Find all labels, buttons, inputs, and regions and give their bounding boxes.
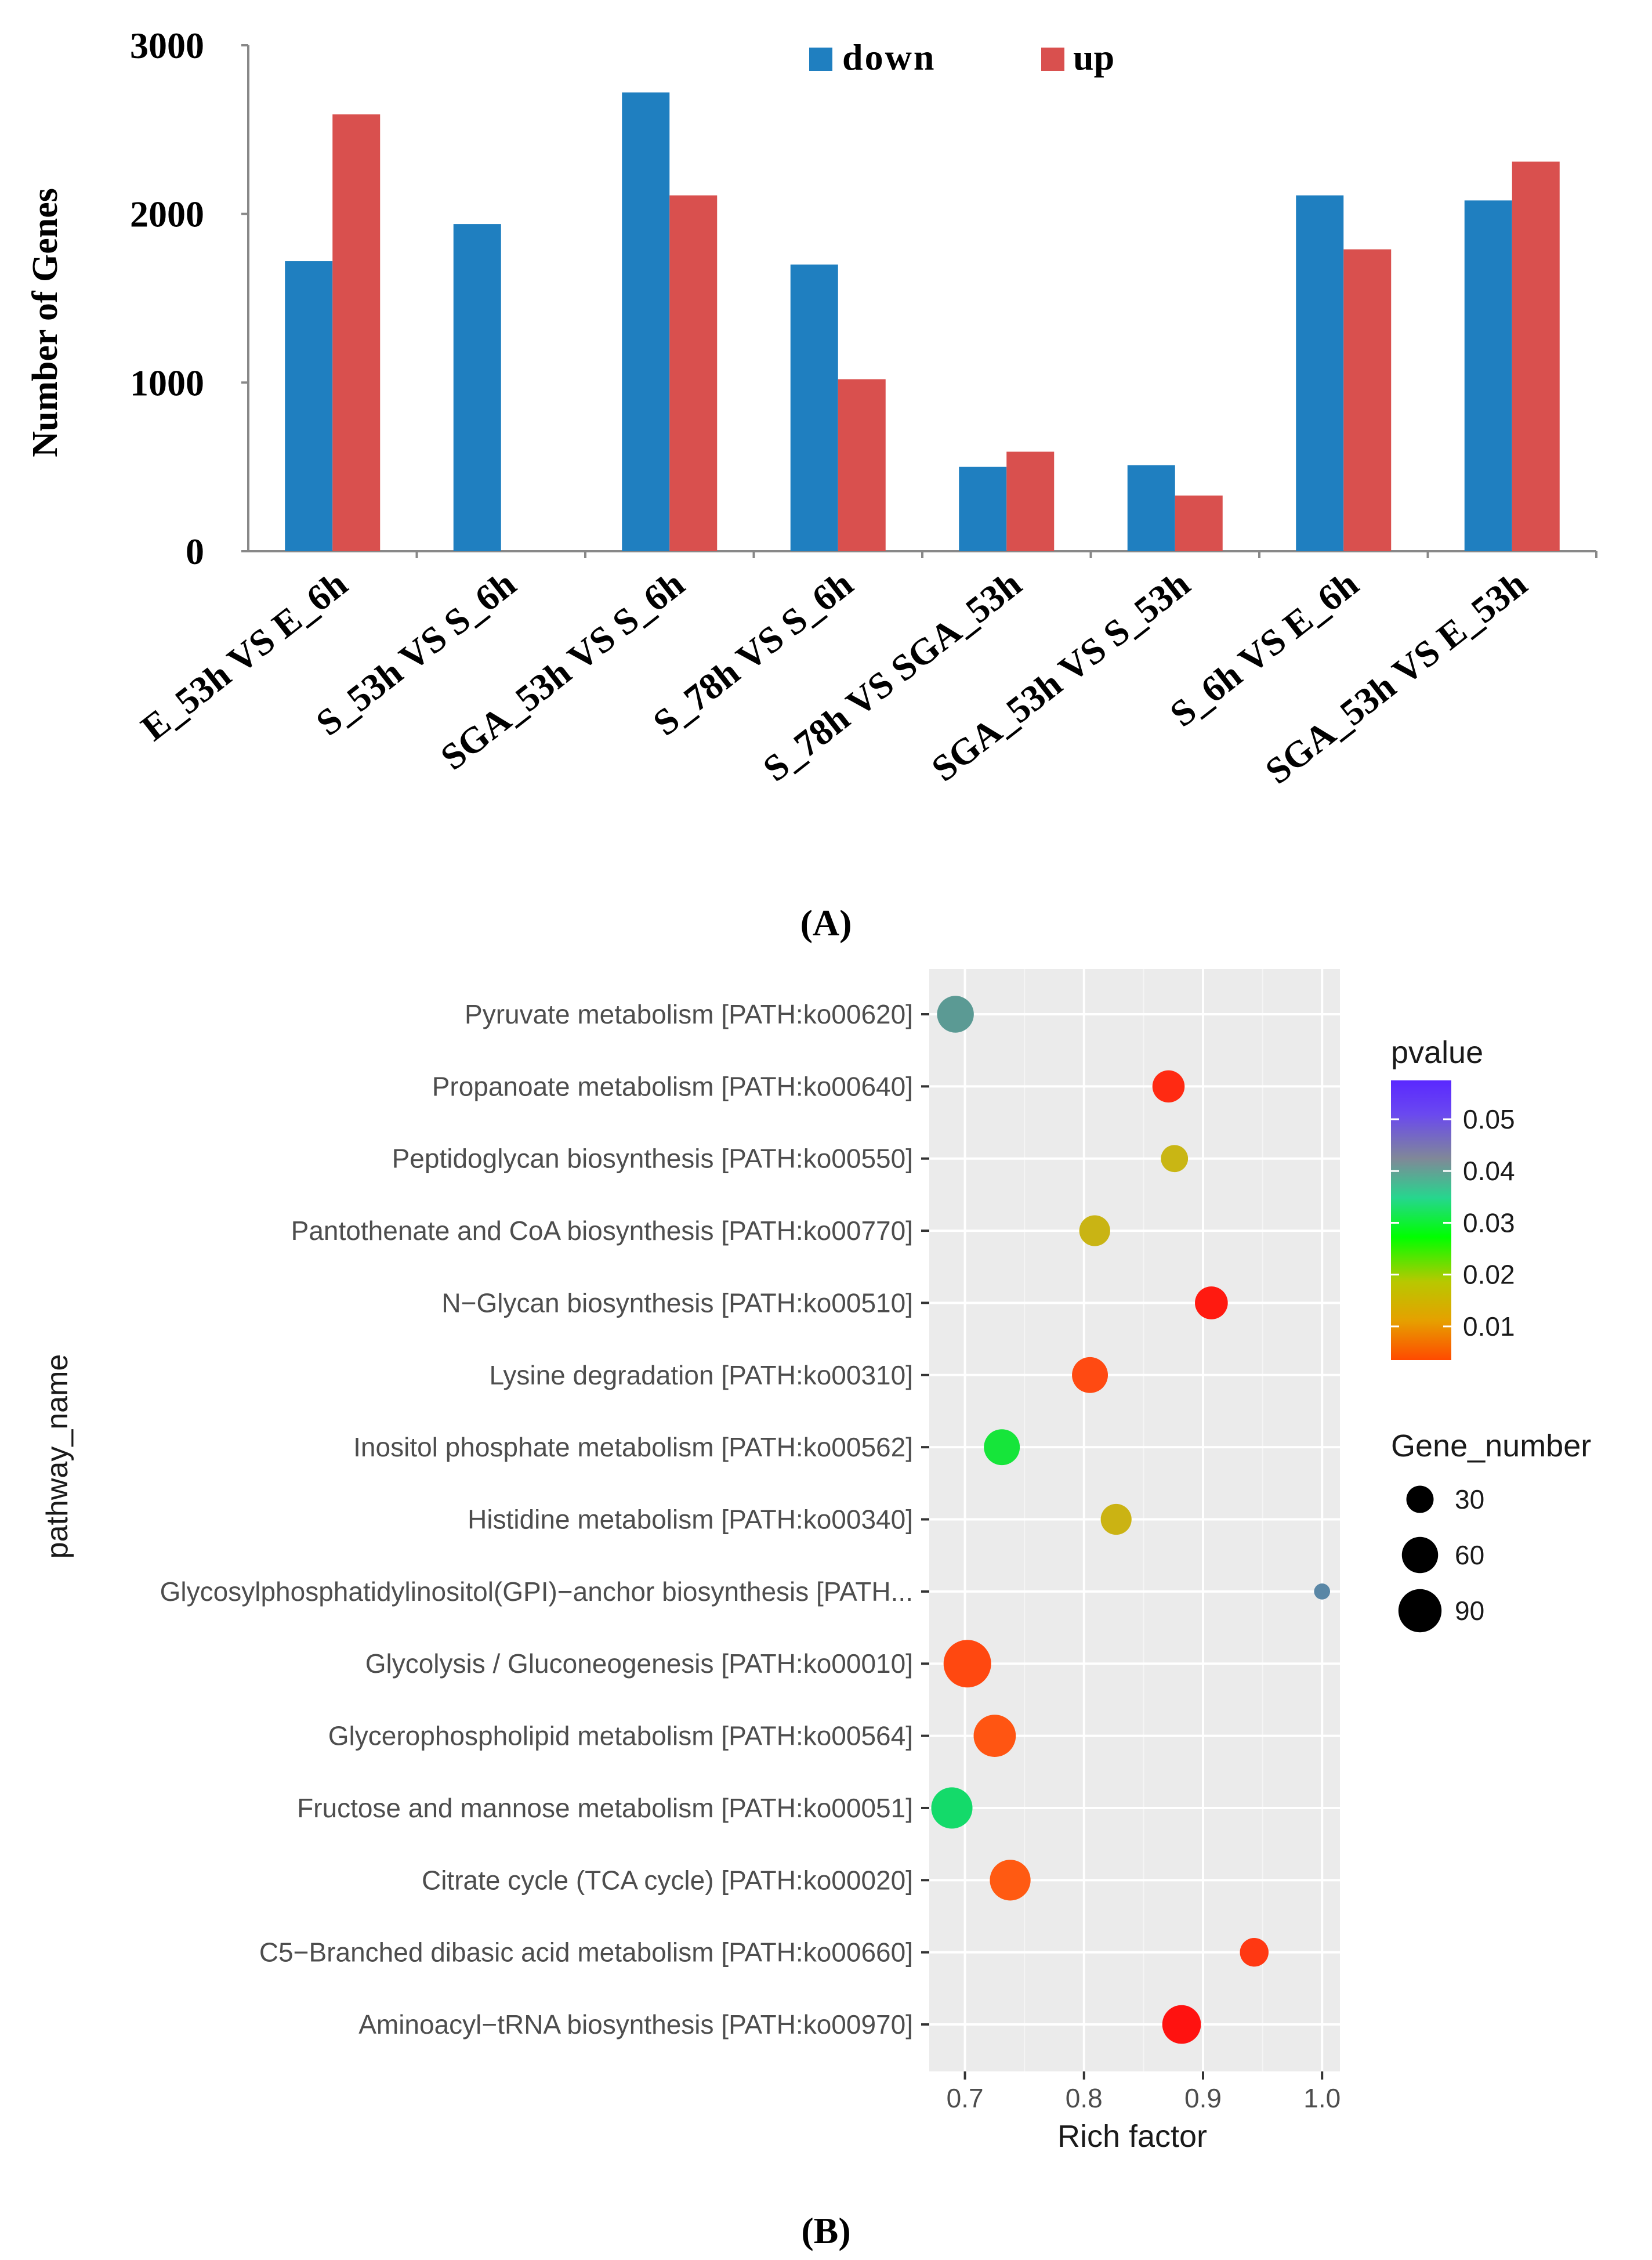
legend-swatch-up (1041, 48, 1064, 71)
gene-number-key-circle (1406, 1485, 1434, 1513)
pathway-point (1240, 1937, 1269, 1967)
pathway-label: Inositol phosphate metabolism [PATH:ko00… (353, 1432, 913, 1462)
x-tick-label: 0.8 (1066, 2083, 1103, 2113)
pathway-point (1072, 1357, 1108, 1393)
bar-legend: down up (809, 37, 1114, 78)
pathway-point (990, 1860, 1031, 1901)
y-ticks: 0 1000 2000 3000 (130, 25, 1597, 572)
pathway-label: Aminoacyl−tRNA biosynthesis [PATH:ko0097… (358, 2009, 913, 2040)
gene-number-key-label: 30 (1455, 1484, 1484, 1514)
gene-number-key-label: 60 (1455, 1540, 1484, 1570)
bars (285, 92, 1560, 552)
bar-chart-axes (247, 45, 1596, 552)
bar-down (959, 467, 1007, 551)
bar-down (1296, 195, 1344, 551)
y-tick-label: 3000 (130, 25, 204, 66)
gene-number-legend-title: Gene_number (1391, 1429, 1591, 1463)
panel-a-label: (A) (800, 902, 852, 943)
pathway-point (973, 1715, 1016, 1757)
y-axis-title: Number of Genes (26, 188, 65, 457)
pathway-point (1152, 1070, 1185, 1103)
pathway-point (1079, 1215, 1110, 1246)
y-tick-label: 0 (186, 531, 204, 572)
x-tick-label: 0.7 (947, 2083, 984, 2113)
bar-down (1464, 200, 1512, 551)
pathway-label: Citrate cycle (TCA cycle) [PATH:ko00020] (422, 1865, 913, 1895)
x-axis-title: Rich factor (1057, 2119, 1207, 2154)
pathway-label: Glycosylphosphatidylinositol(GPI)−anchor… (160, 1576, 913, 1607)
pathway-point (943, 1640, 991, 1688)
pathway-point (1195, 1286, 1228, 1319)
pvalue-tick-label: 0.03 (1463, 1207, 1515, 1238)
gene-number-keys: 30 60 90 (1398, 1484, 1484, 1633)
y-axis-title: pathway_name (41, 1354, 74, 1559)
pathway-labels: Pyruvate metabolism [PATH:ko00620] Propan… (160, 999, 929, 2040)
bar-down (285, 261, 333, 551)
enrichment-dotplot-panel-b: Pyruvate metabolism [PATH:ko00620] Propan… (41, 969, 1591, 2251)
gene-number-key-circle (1398, 1589, 1442, 1633)
pathway-label: Fructose and mannose metabolism [PATH:ko… (297, 1793, 913, 1823)
bar-up (838, 379, 886, 551)
pvalue-ticks: 0.05 0.04 0.03 0.02 0.01 (1391, 1104, 1515, 1341)
legend-label-down: down (842, 37, 936, 78)
pathway-label: Glycolysis / Gluconeogenesis [PATH:ko000… (365, 1648, 913, 1679)
pvalue-tick-label: 0.02 (1463, 1260, 1515, 1290)
pvalue-tick-label: 0.05 (1463, 1104, 1515, 1134)
y-tick-label: 1000 (130, 362, 204, 403)
bar-up (1343, 249, 1392, 551)
pathway-point (937, 996, 974, 1033)
pathway-point (984, 1429, 1020, 1466)
pvalue-legend-title: pvalue (1391, 1035, 1483, 1070)
x-tick-label: 0.9 (1184, 2083, 1222, 2113)
bar-chart-panel-a: 0 1000 2000 3000 E_53h VS E_6hS_53h VS S_6h… (26, 25, 1597, 943)
bar-down (622, 92, 670, 552)
pathway-label: Glycerophospholipid metabolism [PATH:ko0… (328, 1721, 913, 1751)
x-ticks: 0.7 0.8 0.9 1.0 (947, 2071, 1341, 2113)
bar-up (1006, 451, 1055, 551)
gene-number-legend: Gene_number 30 60 90 (1391, 1429, 1591, 1633)
pathway-label: Lysine degradation [PATH:ko00310] (490, 1360, 914, 1390)
bar-down (1127, 465, 1175, 551)
pathway-point (1162, 2005, 1201, 2044)
pathway-label: Pyruvate metabolism [PATH:ko00620] (465, 999, 913, 1029)
pathway-point (1314, 1583, 1331, 1600)
pathway-label: N−Glycan biosynthesis [PATH:ko00510] (441, 1288, 913, 1318)
pvalue-tick-label: 0.04 (1463, 1156, 1515, 1186)
y-tick-label: 2000 (130, 194, 204, 235)
pvalue-tick-label: 0.01 (1463, 1311, 1515, 1341)
x-tick-label: 1.0 (1303, 2083, 1341, 2113)
gene-number-key-circle (1401, 1536, 1439, 1574)
pathway-point (1100, 1503, 1132, 1535)
legend-swatch-down (809, 48, 832, 71)
bar-down (790, 264, 838, 551)
pathway-label: Peptidoglycan biosynthesis [PATH:ko00550… (392, 1144, 913, 1174)
pathway-point (931, 1787, 973, 1829)
pathway-label: Pantothenate and CoA biosynthesis [PATH:… (291, 1216, 913, 1246)
bar-down (453, 224, 501, 551)
gene-number-key-label: 90 (1455, 1596, 1484, 1626)
bar-up (1512, 161, 1560, 551)
legend-label-up: up (1073, 37, 1114, 78)
bar-up (1175, 496, 1223, 551)
points (931, 996, 1331, 2044)
pvalue-colorbar (1391, 1080, 1451, 1360)
pathway-point (1161, 1145, 1189, 1173)
pathway-label: Histidine metabolism [PATH:ko00340] (468, 1505, 913, 1535)
panel-b-label: (B) (801, 2210, 850, 2251)
bar-up (332, 114, 381, 551)
pathway-label: C5−Branched dibasic acid metabolism [PAT… (259, 1937, 913, 1968)
bar-up (669, 195, 718, 551)
pvalue-legend: pvalue 0.05 0.04 0.03 0.02 0.01 (1391, 1035, 1515, 1360)
pathway-label: Propanoate metabolism [PATH:ko00640] (432, 1071, 913, 1101)
